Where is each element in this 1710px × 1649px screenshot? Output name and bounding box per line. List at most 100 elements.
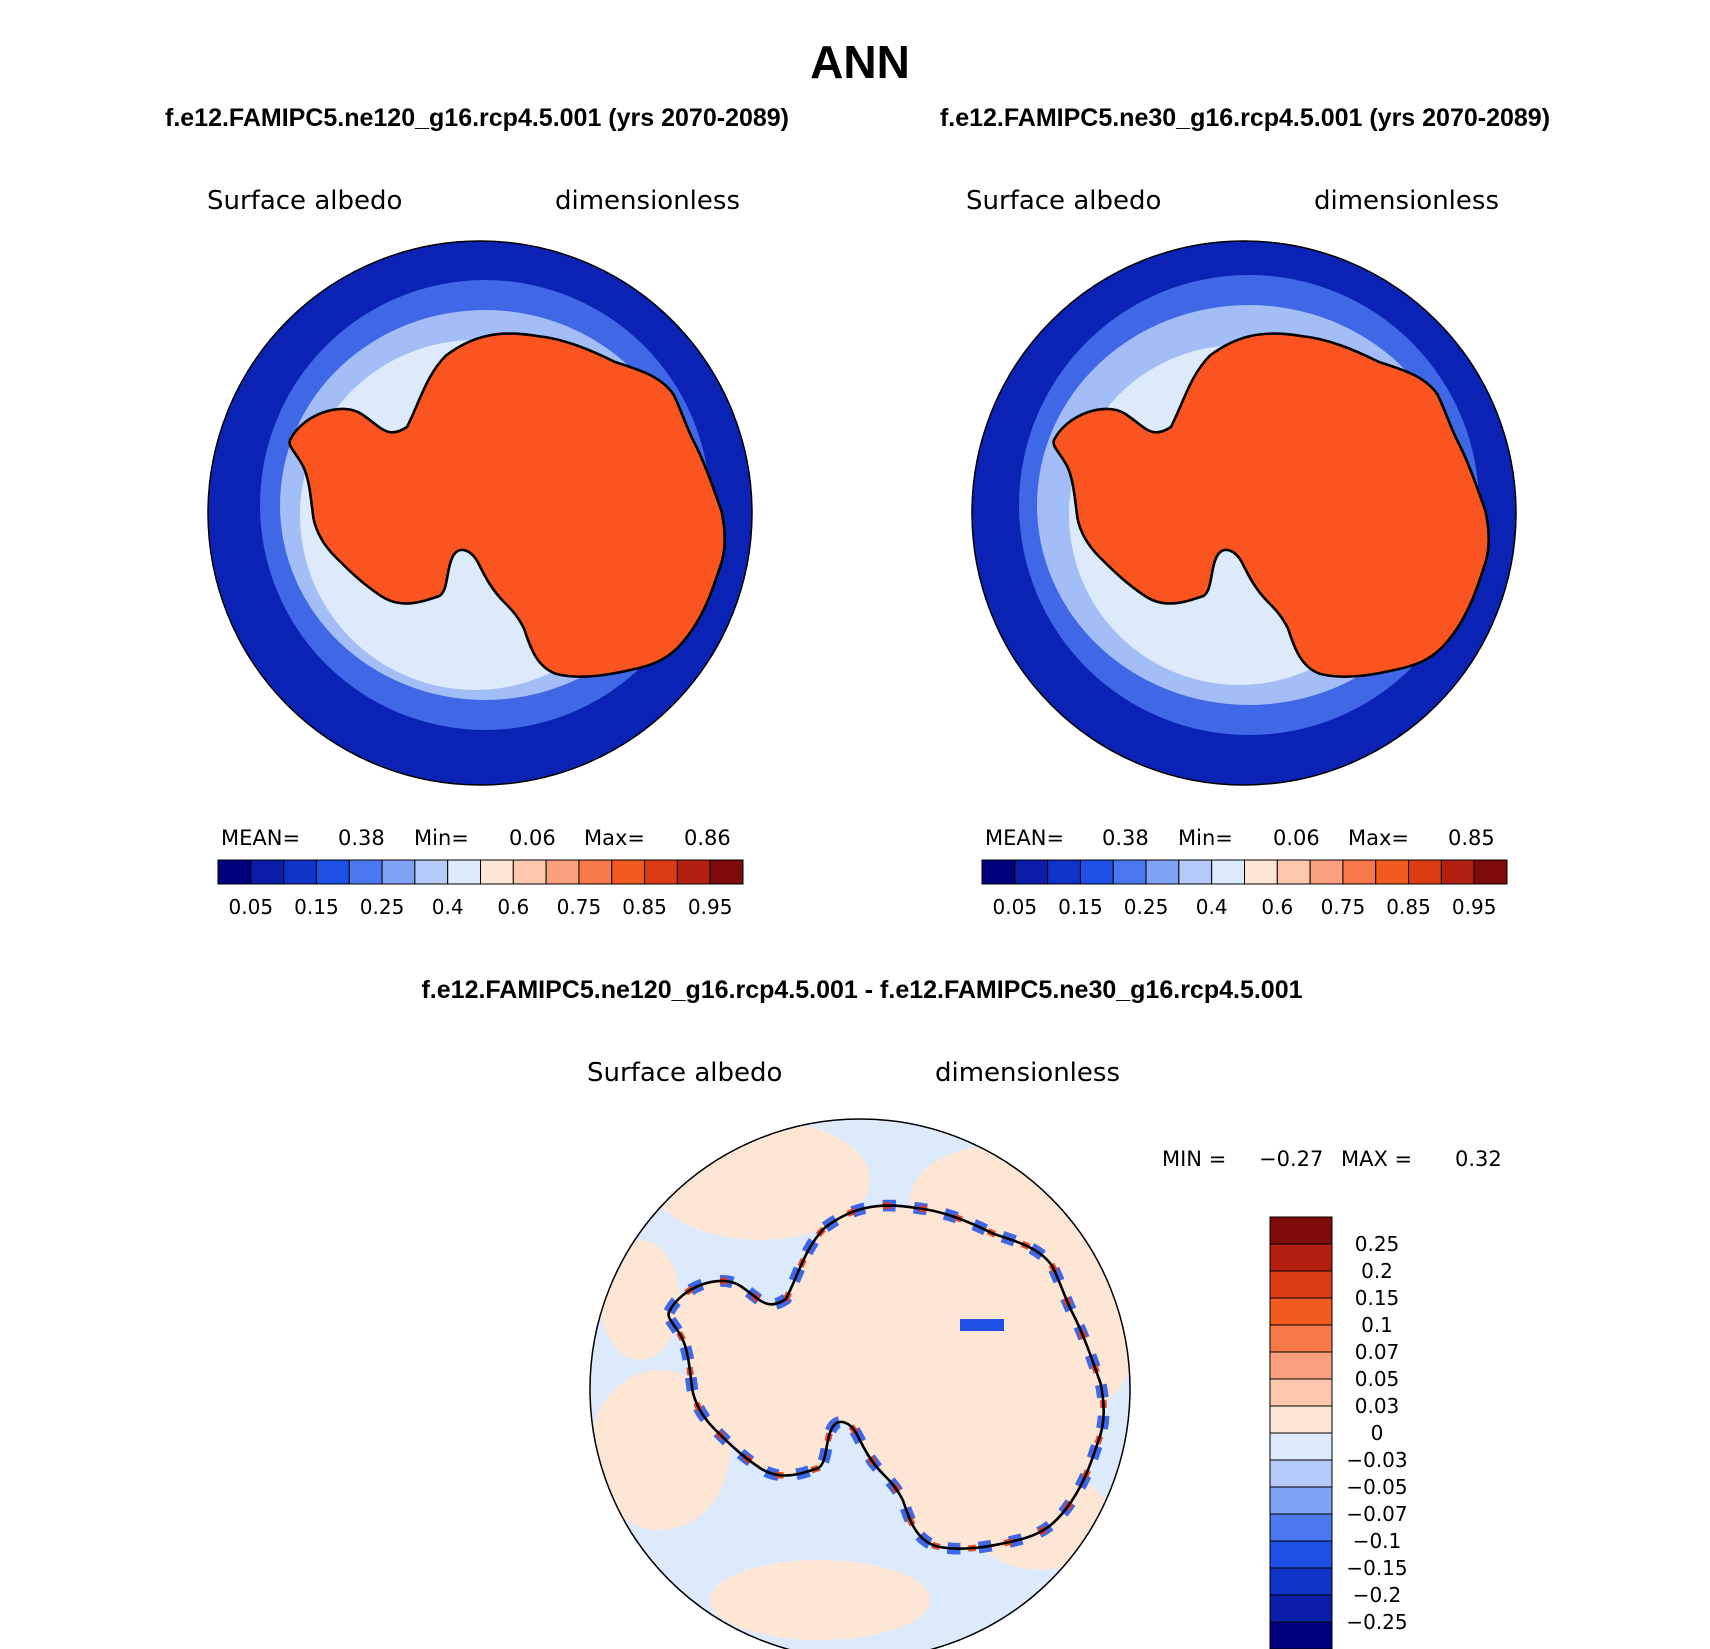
left-colorbar-box <box>676 859 711 885</box>
right-colorbar-tick-label: 0.95 <box>1452 895 1497 919</box>
right-colorbar-box <box>1014 859 1049 885</box>
right-colorbar-box <box>1408 859 1442 885</box>
right-colorbar-box <box>1145 859 1180 885</box>
left-colorbar-box <box>545 859 580 885</box>
diff-units-label: dimensionless <box>935 1058 1120 1088</box>
right-mean-label: MEAN= <box>985 826 1064 850</box>
right-max-label: Max= <box>1348 826 1409 850</box>
right-colorbar-box <box>1342 859 1377 885</box>
diff-colorbar-tick-label: 0.2 <box>1361 1259 1393 1283</box>
diff-colorbar-box <box>1269 1378 1333 1407</box>
diff-max-value: 0.32 <box>1455 1147 1502 1171</box>
left-colorbar-tick-label: 0.05 <box>229 895 274 919</box>
right-colorbar-box <box>1276 859 1311 885</box>
right-colorbar-tick-label: 0.85 <box>1386 895 1431 919</box>
left-map-boundary <box>207 240 753 786</box>
right-colorbar-tick-label: 0.6 <box>1261 895 1293 919</box>
left-colorbar-box <box>414 859 449 885</box>
diff-min-label: MIN = <box>1162 1147 1226 1171</box>
difference-map-panel: Surface albedo dimensionless MIN = <box>587 1058 1502 1649</box>
left-colorbar-box <box>480 859 514 885</box>
right-map-boundary <box>971 240 1517 786</box>
right-colorbar: 0.05 0.15 0.25 0.4 0.6 0.75 0.85 0.95 <box>981 859 1508 919</box>
diff-colorbar-tick-label: 0.1 <box>1361 1313 1393 1337</box>
diff-colorbar-tick-label: 0.07 <box>1355 1340 1400 1364</box>
right-colorbar-tick-label: 0.25 <box>1124 895 1169 919</box>
right-colorbar-box <box>1079 859 1114 885</box>
right-colorbar-tick-label: 0.4 <box>1196 895 1228 919</box>
right-colorbar-tick-label: 0.75 <box>1321 895 1366 919</box>
left-max-value: 0.86 <box>684 826 731 850</box>
left-map-panel: Surface albedo dimensionless MEAN= 0.38 … <box>207 186 753 919</box>
left-colorbar-tick-label: 0.95 <box>688 895 733 919</box>
left-colorbar-tick-label: 0.6 <box>497 895 529 919</box>
diff-colorbar-box <box>1269 1621 1333 1649</box>
diff-colorbar-tick-label: 0.25 <box>1355 1232 1400 1256</box>
diff-colorbar: −0.25 −0.2 −0.15 −0.1 −0.07 −0.05 −0.03 0 0.03 0.… <box>1269 1216 1408 1649</box>
left-colorbar-box <box>512 859 547 885</box>
diff-colorbar-box <box>1269 1243 1333 1272</box>
right-colorbar-box <box>1473 859 1508 885</box>
diff-colorbar-tick-label: −0.07 <box>1346 1502 1407 1526</box>
right-min-value: 0.06 <box>1273 826 1320 850</box>
left-panel-subtitle: f.e12.FAMIPC5.ne120_g16.rcp4.5.001 (yrs … <box>165 104 789 132</box>
right-colorbar-box <box>1309 859 1344 885</box>
left-variable-label: Surface albedo <box>207 186 402 216</box>
right-colorbar-box <box>1244 859 1278 885</box>
left-max-label: Max= <box>584 826 645 850</box>
right-colorbar-box <box>1178 859 1213 885</box>
diff-max-label: MAX = <box>1341 1147 1412 1171</box>
diff-colorbar-box <box>1269 1351 1333 1380</box>
left-mean-label: MEAN= <box>221 826 300 850</box>
diff-colorbar-box <box>1269 1513 1333 1542</box>
diff-negative-patch <box>960 1319 1004 1331</box>
right-panel-subtitle: f.e12.FAMIPC5.ne30_g16.rcp4.5.001 (yrs 2… <box>940 104 1550 132</box>
left-colorbar: 0.05 0.15 0.25 0.4 0.6 0.75 0.85 0.95 <box>217 859 744 919</box>
left-colorbar-box <box>217 859 252 885</box>
left-colorbar-box <box>644 859 678 885</box>
diff-colorbar-box <box>1269 1270 1333 1299</box>
diff-min-value: −0.27 <box>1259 1147 1323 1171</box>
left-colorbar-box <box>611 859 646 885</box>
left-colorbar-tick-label: 0.75 <box>557 895 602 919</box>
right-colorbar-box <box>1047 859 1081 885</box>
right-map-panel: Surface albedo dimensionless MEAN= 0.38 … <box>966 186 1517 919</box>
diff-variable-label: Surface albedo <box>587 1058 782 1088</box>
left-colorbar-box <box>315 859 350 885</box>
right-colorbar-tick-label: 0.15 <box>1058 895 1103 919</box>
diff-colorbar-tick-label: 0.15 <box>1355 1286 1400 1310</box>
right-colorbar-box <box>1375 859 1410 885</box>
diff-colorbar-box <box>1269 1216 1333 1245</box>
right-variable-label: Surface albedo <box>966 186 1161 216</box>
diff-colorbar-box <box>1269 1324 1333 1353</box>
diff-colorbar-tick-label: −0.05 <box>1346 1475 1407 1499</box>
diff-colorbar-tick-label: −0.03 <box>1346 1448 1407 1472</box>
left-min-value: 0.06 <box>509 826 556 850</box>
diff-colorbar-tick-label: −0.25 <box>1346 1610 1407 1634</box>
left-colorbar-box <box>283 859 317 885</box>
diff-colorbar-box <box>1269 1297 1333 1326</box>
left-colorbar-tick-label: 0.85 <box>622 895 667 919</box>
diff-colorbar-box <box>1269 1486 1333 1515</box>
diff-colorbar-box <box>1269 1567 1333 1596</box>
difference-title: f.e12.FAMIPC5.ne120_g16.rcp4.5.001 - f.e… <box>421 976 1302 1004</box>
left-colorbar-box <box>381 859 416 885</box>
diff-colorbar-tick-label: 0 <box>1371 1421 1384 1445</box>
left-colorbar-tick-label: 0.15 <box>294 895 339 919</box>
right-colorbar-box <box>981 859 1016 885</box>
left-min-label: Min= <box>414 826 469 850</box>
right-colorbar-tick-label: 0.05 <box>993 895 1038 919</box>
left-mean-value: 0.38 <box>338 826 385 850</box>
left-colorbar-box <box>578 859 613 885</box>
diff-colorbar-box <box>1269 1594 1333 1623</box>
figure-title: ANN <box>810 36 910 88</box>
diff-colorbar-box <box>1269 1459 1333 1488</box>
left-colorbar-box <box>250 859 285 885</box>
diff-map-boundary <box>589 1118 1131 1649</box>
left-units-label: dimensionless <box>555 186 740 216</box>
diff-colorbar-tick-label: −0.15 <box>1346 1556 1407 1580</box>
left-colorbar-tick-label: 0.4 <box>432 895 464 919</box>
diff-colorbar-tick-label: 0.03 <box>1355 1394 1400 1418</box>
left-colorbar-box <box>447 859 481 885</box>
